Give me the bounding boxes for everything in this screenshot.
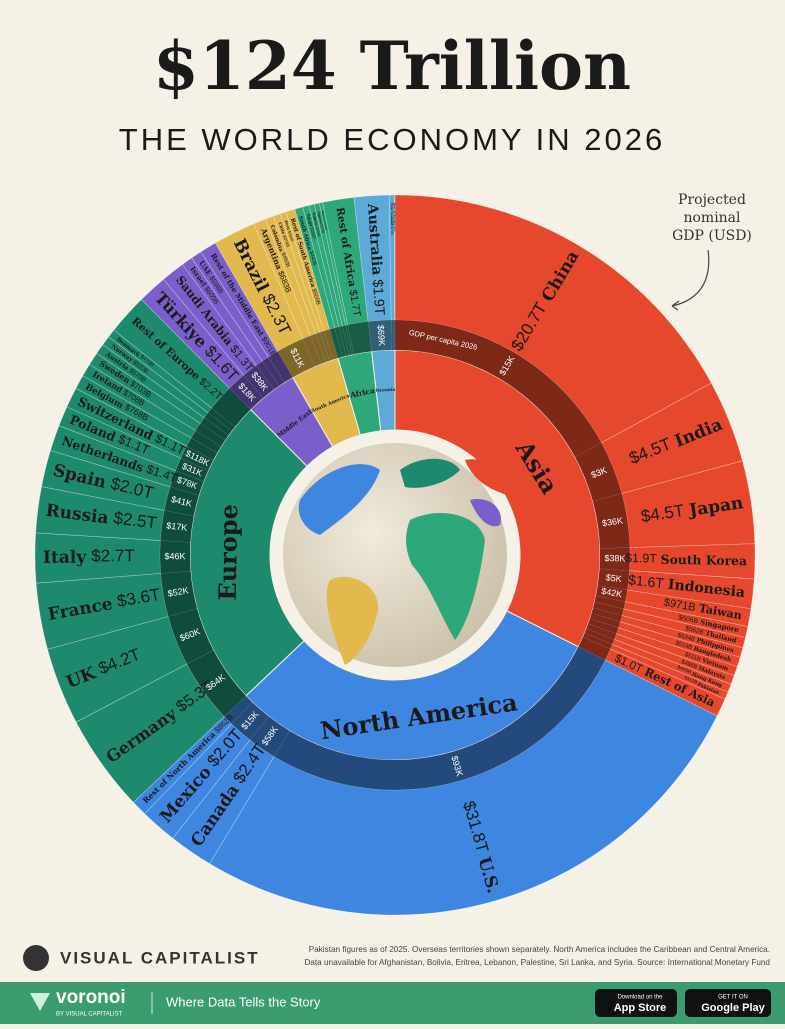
per-capita-label: $69K (376, 325, 387, 347)
chart-title: $124 Trillion (153, 27, 631, 105)
country-label: Rest of Oceania$40B (393, 203, 396, 232)
google-play-label: Google Play (701, 1002, 765, 1014)
country-value: $40B (393, 226, 396, 232)
country-name: Rest of Oceania (393, 203, 396, 225)
globe (273, 433, 517, 677)
app-by: BY VISUAL CAPITALIST (56, 1012, 123, 1018)
app-store-label: App Store (614, 1002, 667, 1014)
brand-logo (23, 945, 49, 971)
app-name: voronoi (56, 987, 126, 1008)
per-capita-cell (391, 320, 394, 350)
footnote: Data unavailable for Afghanistan, Bolivi… (304, 958, 770, 967)
country-name: Italy (43, 547, 87, 567)
annotation-line: Projected (678, 192, 746, 208)
tagline: Where Data Tells the Story (166, 994, 321, 1009)
per-capita-label: $38K (604, 553, 625, 563)
region-label: Europe (213, 504, 244, 601)
per-capita-label: $5K (605, 572, 622, 584)
annotation-arrow (672, 250, 709, 306)
annotation-line: GDP (USD) (672, 228, 752, 244)
footnote: Pakistan figures as of 2025. Overseas te… (309, 945, 770, 954)
country-name: South Korea (660, 551, 747, 568)
annotation: Projected nominal GDP (USD) (672, 192, 752, 244)
per-capita-label: $46K (164, 551, 185, 561)
app-store-small: Download on the (617, 995, 663, 1001)
google-play-small: GET IT ON (718, 995, 748, 1001)
country-value: $1.9T (625, 551, 657, 566)
chart-subtitle: THE WORLD ECONOMY IN 2026 (119, 122, 665, 157)
annotation-line: nominal (683, 210, 741, 226)
brand-name: VISUAL CAPITALIST (60, 948, 260, 967)
country-value: $2.7T (91, 547, 135, 566)
footer: VISUAL CAPITALIST Pakistan figures as of… (0, 945, 785, 1024)
country-value: $1.9T (370, 279, 388, 316)
